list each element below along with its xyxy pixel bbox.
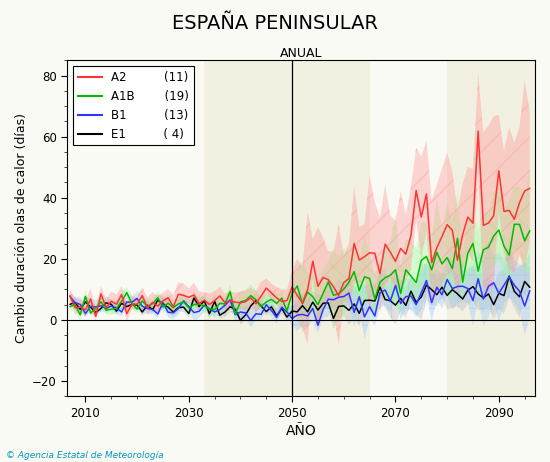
X-axis label: AÑO: AÑO (286, 424, 317, 438)
Bar (204, 61, 292, 396)
Text: © Agencia Estatal de Meteorología: © Agencia Estatal de Meteorología (6, 451, 163, 460)
Bar (292, 61, 370, 396)
Text: ESPAÑA PENINSULAR: ESPAÑA PENINSULAR (172, 14, 378, 33)
Title: ANUAL: ANUAL (280, 47, 322, 61)
Bar (447, 61, 535, 396)
Legend: A2          (11), A1B        (19), B1          (13), E1          ( 4): A2 (11), A1B (19), B1 (13), E1 ( 4) (73, 66, 194, 146)
Y-axis label: Cambio duración olas de calor (días): Cambio duración olas de calor (días) (15, 113, 28, 343)
